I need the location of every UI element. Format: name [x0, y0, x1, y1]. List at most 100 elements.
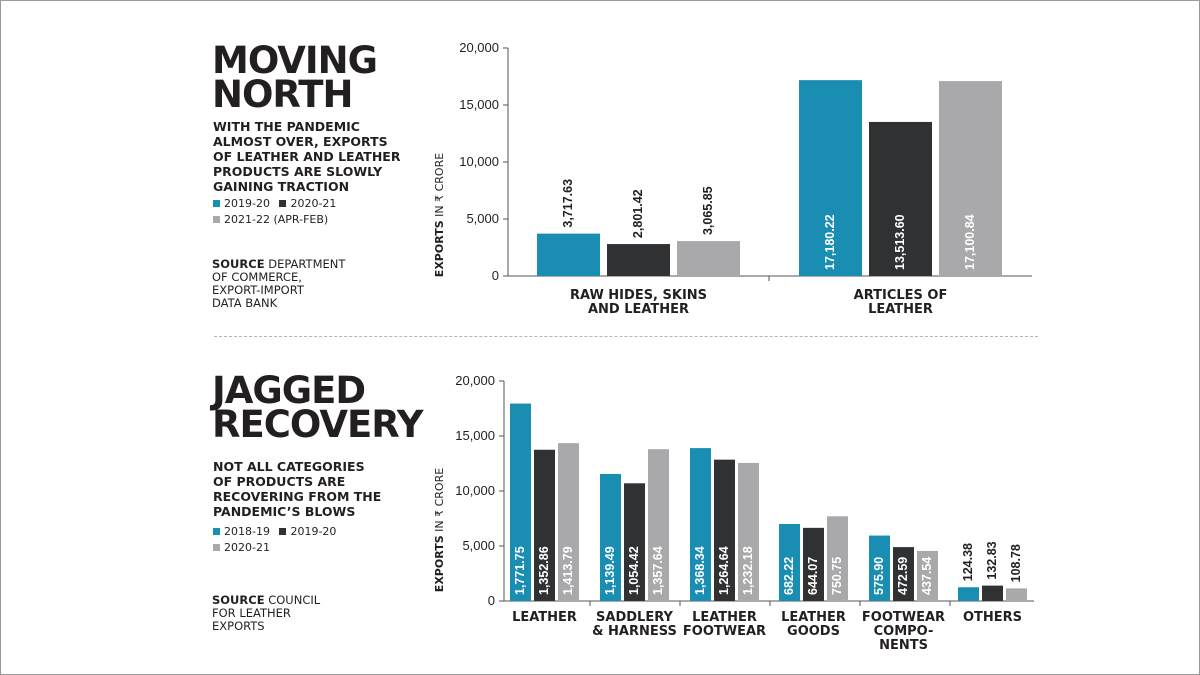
source-text: DEPARTMENT: [268, 257, 346, 271]
legend-label: 2019-20: [290, 525, 337, 538]
bar-value-label: 124.38: [961, 543, 975, 581]
panel2-subtitle-line: OF PRODUCTS ARE: [213, 474, 346, 489]
y-axis-label-rest: IN ₹ CRORE: [433, 153, 446, 221]
legend-label: 2019-20: [224, 197, 270, 210]
x-category-label: COMPO-: [874, 624, 934, 639]
bar: [917, 550, 938, 601]
legend-item: 2020-21: [213, 540, 270, 556]
bar-value-label: 437.54: [920, 557, 934, 595]
legend-row: 2019-20 2020-21: [213, 196, 342, 212]
legend-label: 2020-21: [290, 197, 337, 210]
legend-row: 2021-22 (APR-FEB): [213, 212, 342, 228]
source-text: COUNCIL: [268, 593, 321, 607]
x-category-label: & HARNESS: [592, 624, 677, 639]
panel1-subtitle-line: GAINING TRACTION: [213, 179, 350, 194]
legend-label: 2021-22 (APR-FEB): [224, 213, 329, 226]
bar: [738, 462, 759, 601]
bar: [958, 587, 979, 601]
bar: [869, 121, 932, 276]
bar-value-label: 1,352.86: [537, 546, 551, 595]
source-line: EXPORT-IMPORT: [212, 283, 304, 297]
source-key: SOURCE: [212, 257, 265, 271]
panel2-subtitle: NOT ALL CATEGORIES OF PRODUCTS ARE RECOV…: [213, 459, 381, 519]
legend-swatch-teal: [213, 528, 220, 535]
y-tick-label: 0: [488, 593, 495, 608]
x-category-label: ARTICLES OF: [854, 288, 948, 303]
bar-value-label: 1,368.34: [693, 546, 707, 595]
legend-swatch-dark: [279, 528, 287, 535]
y-tick-label: 5,000: [462, 538, 495, 553]
panel1-subtitle-line: ALMOST OVER, EXPORTS: [213, 134, 388, 149]
x-category-label: NENTS: [879, 638, 928, 653]
panel2-subtitle-line: RECOVERING FROM THE: [213, 489, 382, 504]
panel1-subtitle-line: PRODUCTS ARE SLOWLY: [213, 164, 383, 179]
bar: [982, 585, 1003, 601]
legend-swatch-gray: [213, 544, 220, 551]
bar: [714, 459, 735, 601]
source-key: SOURCE: [212, 593, 265, 607]
bar: [648, 449, 669, 601]
source-line: FOR LEATHER: [212, 606, 291, 620]
bar-value-label: 108.78: [1009, 544, 1023, 582]
y-tick-label: 0: [492, 268, 499, 283]
panel2-legend: 2018-19 2019-20 2020-21: [213, 524, 342, 556]
bar-value-label: 17,180.22: [823, 214, 837, 270]
bar: [893, 547, 914, 601]
y-tick-label: 10,000: [459, 154, 499, 169]
y-tick-label: 15,000: [459, 97, 499, 112]
panel1-subtitle-line: OF LEATHER AND LEATHER: [213, 149, 401, 164]
y-tick-label: 15,000: [455, 428, 495, 443]
x-category-label: AND LEATHER: [588, 302, 689, 317]
y-axis-label-bold: EXPORTS: [433, 220, 446, 277]
bar-value-label: 682.22: [782, 557, 796, 595]
bar-value-label: 3,065.85: [701, 186, 715, 235]
bar-value-label: 132.83: [985, 541, 999, 579]
panel1-title-line: NORTH: [212, 73, 353, 116]
bar-value-label: 644.07: [806, 557, 820, 595]
x-category-label: OTHERS: [963, 610, 1022, 625]
bar: [624, 483, 645, 601]
bar: [779, 524, 800, 601]
bar: [510, 403, 531, 601]
source-line: SOURCE COUNCIL: [212, 594, 320, 607]
legend-row: 2020-21: [213, 540, 342, 556]
y-tick-label: 20,000: [455, 373, 495, 388]
panel1-title-line: MOVING: [212, 39, 378, 82]
bar: [607, 244, 670, 276]
bar: [690, 448, 711, 601]
bar: [827, 516, 848, 601]
bar: [1006, 588, 1027, 601]
source-line: DATA BANK: [212, 296, 278, 310]
legend-swatch-dark: [279, 200, 287, 207]
bar-value-label: 1,357.64: [651, 546, 665, 595]
legend-item: 2019-20: [213, 196, 270, 212]
bar-value-label: 575.90: [872, 557, 886, 595]
y-axis-label-bold: EXPORTS: [433, 535, 446, 592]
x-category-label: LEATHER: [781, 610, 846, 625]
legend-row: 2018-19 2019-20: [213, 524, 342, 540]
source-line: EXPORTS: [212, 619, 265, 633]
panel1-legend: 2019-20 2020-21 2021-22 (APR-FEB): [213, 196, 342, 228]
x-category-label: LEATHER: [868, 302, 933, 317]
bar-value-label: 3,717.63: [561, 179, 575, 228]
y-tick-label: 10,000: [455, 483, 495, 498]
bar-value-label: 1,139.49: [603, 546, 617, 595]
bar: [534, 449, 555, 601]
legend-item: 2021-22 (APR-FEB): [213, 212, 328, 228]
section-divider: [214, 336, 1038, 337]
y-tick-label: 20,000: [459, 40, 499, 55]
panel2-subtitle-line: NOT ALL CATEGORIES: [213, 459, 365, 474]
x-category-label: LEATHER: [692, 610, 757, 625]
panel1-source: SOURCE DEPARTMENT OF COMMERCE, EXPORT-IM…: [212, 258, 345, 310]
bar: [939, 81, 1002, 277]
panel2-subtitle-line: PANDEMIC’S BLOWS: [213, 504, 356, 519]
bar-value-label: 17,100.84: [963, 214, 977, 270]
panel1-title: MOVING NORTH: [212, 39, 378, 116]
bar: [537, 233, 600, 276]
bar: [799, 80, 862, 276]
bar: [558, 443, 579, 601]
bar: [600, 473, 621, 601]
panel2-source: SOURCE COUNCIL FOR LEATHER EXPORTS: [212, 594, 320, 633]
